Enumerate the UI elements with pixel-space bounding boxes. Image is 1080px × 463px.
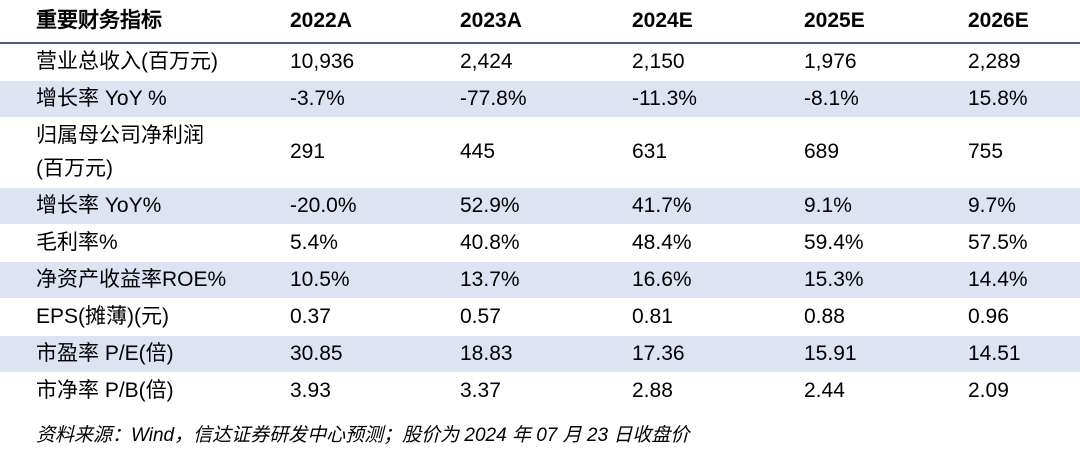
header-2024e: 2024E: [632, 0, 804, 44]
table-header-row: 重要财务指标 2022A 2023A 2024E 2025E 2026E: [0, 0, 1080, 44]
source-note: 资料来源：Wind，信达证券研发中心预测；股价为 2024 年 07 月 23 …: [36, 425, 690, 446]
cell-value: 14.4%: [968, 261, 1080, 299]
cell-value: 9.7%: [968, 187, 1080, 225]
cell-value: 10.5%: [290, 261, 460, 299]
row-label: 净资产收益率ROE%: [0, 261, 290, 299]
row-label: 市净率 P/B(倍): [0, 372, 290, 410]
cell-value: 445: [460, 117, 632, 188]
cell-value: 9.1%: [804, 187, 968, 225]
cell-value: 5.4%: [290, 224, 460, 262]
cell-value: 3.37: [460, 372, 632, 410]
cell-value: 15.8%: [968, 80, 1080, 118]
cell-value: 1,976: [804, 43, 968, 81]
cell-value: 2.44: [804, 372, 968, 410]
cell-value: 40.8%: [460, 224, 632, 262]
cell-value: 3.93: [290, 372, 460, 410]
cell-value: 2,424: [460, 43, 632, 81]
table-row: 市净率 P/B(倍) 3.93 3.37 2.88 2.44 2.09: [0, 372, 1080, 410]
row-label: 增长率 YoY %: [0, 80, 290, 118]
row-label: 增长率 YoY%: [0, 187, 290, 225]
header-2026e: 2026E: [968, 0, 1080, 44]
header-indicator: 重要财务指标: [0, 0, 290, 44]
cell-value: 2,150: [632, 43, 804, 81]
financial-indicators-table: 重要财务指标 2022A 2023A 2024E 2025E 2026E 营业总…: [0, 0, 1080, 410]
header-2025e: 2025E: [804, 0, 968, 44]
table-row: 毛利率% 5.4% 40.8% 48.4% 59.4% 57.5%: [0, 224, 1080, 262]
cell-value: 16.6%: [632, 261, 804, 299]
cell-value: 291: [290, 117, 460, 188]
row-label: 营业总收入(百万元): [0, 43, 290, 81]
table-row: 归属母公司净利润(百万元) 291 445 631 689 755: [0, 117, 1080, 188]
table-row: 营业总收入(百万元) 10,936 2,424 2,150 1,976 2,28…: [0, 43, 1080, 81]
row-label: EPS(摊薄)(元): [0, 298, 290, 336]
cell-value: -3.7%: [290, 80, 460, 118]
cell-value: 2.88: [632, 372, 804, 410]
cell-value: 15.91: [804, 335, 968, 373]
row-label: 毛利率%: [0, 224, 290, 262]
cell-value: 2,289: [968, 43, 1080, 81]
cell-value: 15.3%: [804, 261, 968, 299]
cell-value: -11.3%: [632, 80, 804, 118]
table-row: EPS(摊薄)(元) 0.37 0.57 0.81 0.88 0.96: [0, 298, 1080, 336]
cell-value: 52.9%: [460, 187, 632, 225]
cell-value: 14.51: [968, 335, 1080, 373]
table-row: 增长率 YoY % -3.7% -77.8% -11.3% -8.1% 15.8…: [0, 80, 1080, 118]
table-row: 增长率 YoY% -20.0% 52.9% 41.7% 9.1% 9.7%: [0, 187, 1080, 225]
cell-value: 17.36: [632, 335, 804, 373]
header-2022a: 2022A: [290, 0, 460, 44]
cell-value: 13.7%: [460, 261, 632, 299]
cell-value: 30.85: [290, 335, 460, 373]
cell-value: 10,936: [290, 43, 460, 81]
row-label: 市盈率 P/E(倍): [0, 335, 290, 373]
table-row: 净资产收益率ROE% 10.5% 13.7% 16.6% 15.3% 14.4%: [0, 261, 1080, 299]
cell-value: 0.37: [290, 298, 460, 336]
cell-value: 2.09: [968, 372, 1080, 410]
cell-value: 755: [968, 117, 1080, 188]
cell-value: 0.96: [968, 298, 1080, 336]
cell-value: 18.83: [460, 335, 632, 373]
cell-value: 59.4%: [804, 224, 968, 262]
cell-value: -20.0%: [290, 187, 460, 225]
cell-value: 631: [632, 117, 804, 188]
header-2023a: 2023A: [460, 0, 632, 44]
cell-value: 0.88: [804, 298, 968, 336]
cell-value: -8.1%: [804, 80, 968, 118]
cell-value: 689: [804, 117, 968, 188]
row-label: 归属母公司净利润(百万元): [0, 117, 290, 188]
cell-value: 41.7%: [632, 187, 804, 225]
cell-value: -77.8%: [460, 80, 632, 118]
cell-value: 0.81: [632, 298, 804, 336]
cell-value: 48.4%: [632, 224, 804, 262]
cell-value: 0.57: [460, 298, 632, 336]
table-body: 营业总收入(百万元) 10,936 2,424 2,150 1,976 2,28…: [0, 43, 1080, 410]
cell-value: 57.5%: [968, 224, 1080, 262]
table-row: 市盈率 P/E(倍) 30.85 18.83 17.36 15.91 14.51: [0, 335, 1080, 373]
